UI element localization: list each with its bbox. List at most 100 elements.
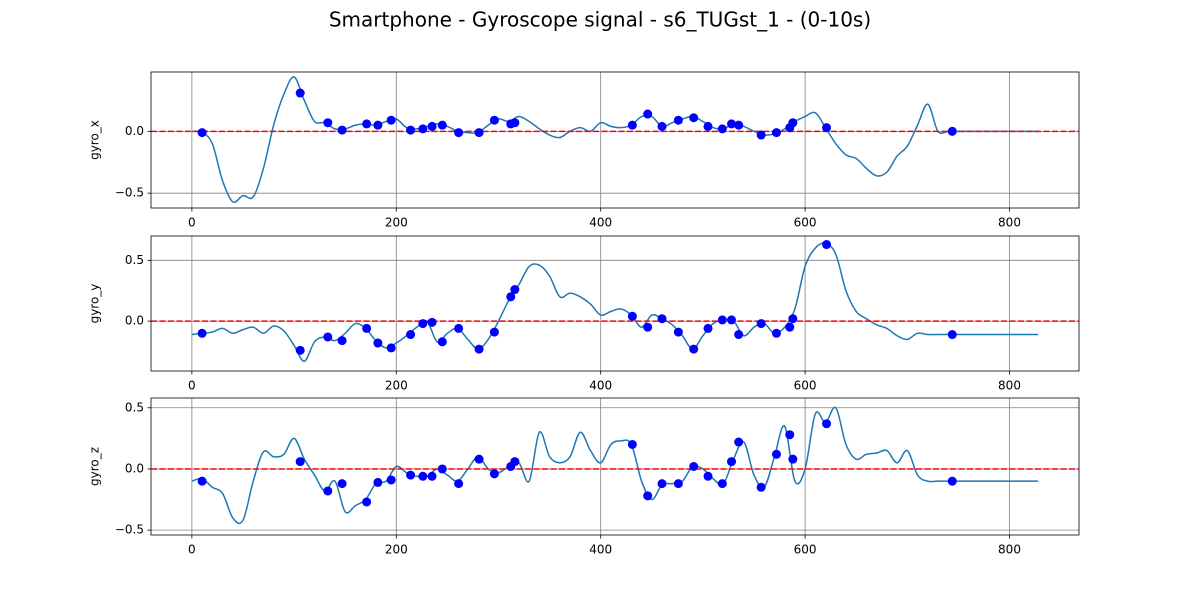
y-tick-label: 0.0: [125, 124, 144, 138]
marker-point: [406, 470, 416, 480]
marker-point: [197, 128, 207, 138]
marker-point: [673, 115, 683, 125]
marker-point: [362, 119, 372, 129]
x-tick-label: 200: [385, 379, 408, 393]
marker-point: [689, 344, 699, 354]
signal-line: [191, 76, 1039, 204]
marker-point: [727, 119, 737, 129]
y-axis-label: gyro_x: [88, 120, 102, 160]
marker-point: [657, 121, 667, 131]
marker-point: [386, 343, 396, 353]
marker-point: [643, 322, 653, 332]
marker-point: [337, 125, 347, 135]
x-tick-label: 200: [385, 543, 408, 557]
marker-point: [788, 118, 798, 128]
marker-point: [947, 330, 957, 340]
marker-point: [418, 471, 428, 481]
figure-title: Smartphone - Gyroscope signal - s6_TUGst…: [329, 8, 871, 32]
marker-point: [197, 328, 207, 338]
y-axis-label: gyro_y: [88, 284, 102, 324]
marker-point: [734, 120, 744, 130]
marker-point: [756, 319, 766, 329]
marker-point: [362, 323, 372, 333]
marker-point: [627, 439, 637, 449]
marker-point: [643, 109, 653, 119]
marker-point: [323, 332, 333, 342]
x-tick-label: 0: [188, 379, 196, 393]
marker-point: [454, 323, 464, 333]
marker-point: [727, 457, 737, 467]
marker-point: [785, 430, 795, 440]
marker-point: [295, 457, 305, 467]
marker-point: [756, 130, 766, 140]
x-tick-label: 400: [589, 379, 612, 393]
marker-point: [337, 336, 347, 346]
marker-point: [197, 476, 207, 486]
marker-point: [771, 328, 781, 338]
marker-point: [474, 454, 484, 464]
plot-area: [151, 406, 1079, 525]
marker-point: [627, 120, 637, 130]
marker-point: [734, 330, 744, 340]
marker-point: [437, 120, 447, 130]
x-tick-label: 800: [998, 543, 1021, 557]
marker-point: [506, 292, 516, 302]
y-tick-label: 0.5: [125, 400, 144, 414]
x-tick-label: 400: [589, 543, 612, 557]
y-tick-label: −0.5: [115, 186, 144, 200]
marker-point: [406, 125, 416, 135]
marker-point: [427, 471, 437, 481]
marker-point: [822, 419, 832, 429]
marker-point: [454, 479, 464, 489]
marker-point: [689, 113, 699, 123]
marker-point: [703, 121, 713, 131]
marker-point: [717, 479, 727, 489]
marker-point: [295, 345, 305, 355]
marker-point: [947, 476, 957, 486]
marker-point: [643, 491, 653, 501]
x-tick-label: 800: [998, 216, 1021, 230]
marker-point: [788, 314, 798, 324]
marker-point: [427, 317, 437, 327]
x-tick-label: 0: [188, 543, 196, 557]
x-tick-label: 600: [794, 379, 817, 393]
marker-point: [406, 330, 416, 340]
marker-point: [373, 120, 383, 130]
axes-frame: [150, 397, 1080, 536]
marker-point: [785, 322, 795, 332]
marker-point: [734, 437, 744, 447]
y-axis-label: gyro_z: [88, 447, 102, 486]
x-tick-label: 400: [589, 216, 612, 230]
marker-point: [673, 479, 683, 489]
axes-frame: [150, 235, 1080, 372]
marker-point: [703, 323, 713, 333]
marker-point: [437, 337, 447, 347]
marker-point: [822, 123, 832, 133]
marker-point: [437, 464, 447, 474]
x-tick-label: 800: [998, 379, 1021, 393]
marker-point: [657, 479, 667, 489]
x-tick-label: 600: [794, 543, 817, 557]
marker-point: [727, 315, 737, 325]
plot-area: [151, 76, 1079, 204]
marker-point: [474, 344, 484, 354]
marker-point: [717, 315, 727, 325]
axes-frame: [150, 71, 1080, 209]
marker-point: [418, 124, 428, 134]
marker-point: [362, 497, 372, 507]
marker-point: [418, 319, 428, 329]
y-tick-label: 0.0: [125, 461, 144, 475]
marker-point: [454, 128, 464, 138]
marker-point: [295, 88, 305, 98]
marker-point: [427, 121, 437, 131]
marker-point: [822, 240, 832, 250]
marker-point: [703, 471, 713, 481]
x-tick-label: 0: [188, 216, 196, 230]
plot-area: [151, 240, 1079, 363]
x-tick-label: 200: [385, 216, 408, 230]
marker-point: [717, 124, 727, 134]
signal-line: [191, 242, 1039, 363]
marker-point: [474, 128, 484, 138]
